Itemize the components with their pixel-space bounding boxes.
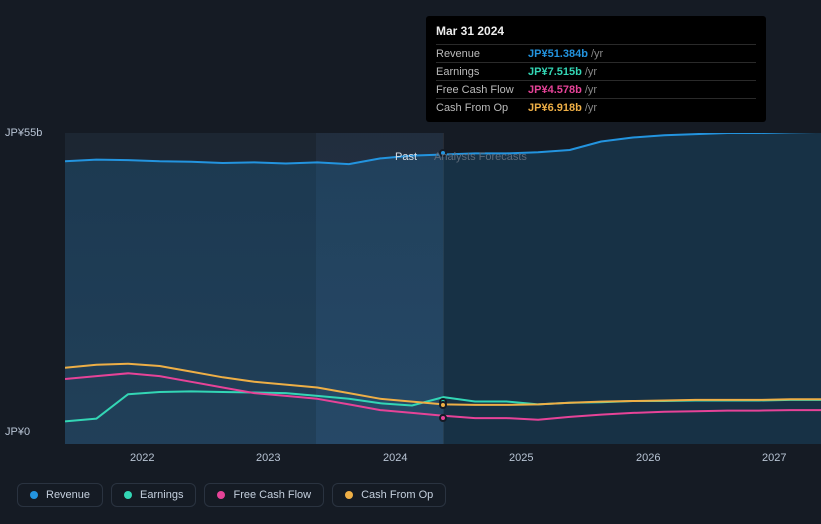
plot-area[interactable]: [65, 133, 821, 444]
legend-dot: [30, 491, 38, 499]
x-axis-label: 2024: [383, 452, 407, 464]
x-axis-label: 2025: [509, 452, 533, 464]
legend-label: Cash From Op: [361, 489, 433, 501]
x-axis-label: 2026: [636, 452, 660, 464]
tooltip-row: EarningsJP¥7.515b/yr: [436, 62, 756, 80]
legend-item-earnings[interactable]: Earnings: [111, 483, 196, 507]
marker-cashop: [439, 401, 447, 409]
past-section-label: Past: [395, 151, 417, 163]
tooltip-row-unit: /yr: [585, 84, 597, 96]
tooltip-row-value: JP¥4.578b: [528, 84, 582, 96]
tooltip-row-unit: /yr: [591, 48, 603, 60]
data-tooltip: Mar 31 2024 RevenueJP¥51.384b/yrEarnings…: [426, 16, 766, 122]
tooltip-row-value: JP¥6.918b: [528, 102, 582, 114]
tooltip-row-label: Earnings: [436, 66, 528, 78]
marker-fcf: [439, 414, 447, 422]
tooltip-row-value: JP¥7.515b: [528, 66, 582, 78]
legend-dot: [345, 491, 353, 499]
legend-dot: [124, 491, 132, 499]
x-axis-label: 2022: [130, 452, 154, 464]
legend-item-revenue[interactable]: Revenue: [17, 483, 103, 507]
tooltip-rows: RevenueJP¥51.384b/yrEarningsJP¥7.515b/yr…: [436, 44, 756, 116]
tooltip-row-value: JP¥51.384b: [528, 48, 588, 60]
legend-label: Free Cash Flow: [233, 489, 311, 501]
legend: Revenue Earnings Free Cash Flow Cash From O…: [17, 483, 446, 507]
legend-item-fcf[interactable]: Free Cash Flow: [204, 483, 324, 507]
tooltip-row: Cash From OpJP¥6.918b/yr: [436, 98, 756, 116]
tooltip-row-unit: /yr: [585, 102, 597, 114]
legend-label: Revenue: [46, 489, 90, 501]
tooltip-row-label: Revenue: [436, 48, 528, 60]
tooltip-row-label: Cash From Op: [436, 102, 528, 114]
forecast-section-label: Analysts Forecasts: [434, 151, 527, 163]
tooltip-date: Mar 31 2024: [436, 24, 756, 38]
legend-label: Earnings: [140, 489, 183, 501]
x-axis-label: 2027: [762, 452, 786, 464]
tooltip-row: Free Cash FlowJP¥4.578b/yr: [436, 80, 756, 98]
x-axis-label: 2023: [256, 452, 280, 464]
y-axis-min-label: JP¥0: [5, 426, 30, 438]
legend-item-cashop[interactable]: Cash From Op: [332, 483, 446, 507]
tooltip-row: RevenueJP¥51.384b/yr: [436, 44, 756, 62]
legend-dot: [217, 491, 225, 499]
tooltip-row-unit: /yr: [585, 66, 597, 78]
y-axis-max-label: JP¥55b: [5, 127, 42, 139]
tooltip-row-label: Free Cash Flow: [436, 84, 528, 96]
